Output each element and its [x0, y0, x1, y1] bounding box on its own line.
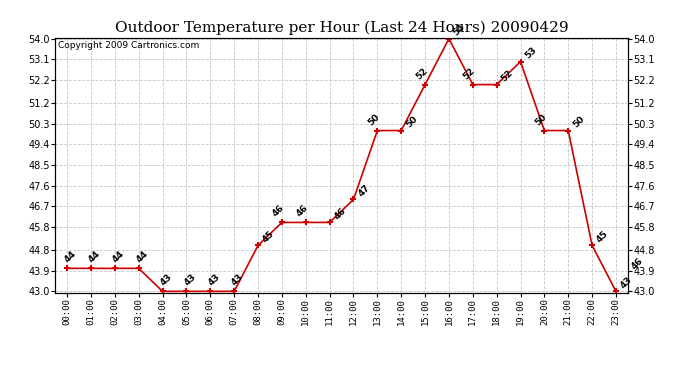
Text: 44: 44: [63, 249, 79, 265]
Text: 47: 47: [356, 183, 372, 199]
Text: 43: 43: [619, 275, 634, 291]
Text: 50: 50: [404, 115, 419, 130]
Text: 43: 43: [182, 273, 197, 288]
Text: 43: 43: [206, 273, 221, 288]
Text: Copyright 2009 Cartronics.com: Copyright 2009 Cartronics.com: [58, 41, 199, 50]
Text: 52: 52: [500, 69, 515, 84]
Text: 52: 52: [414, 66, 429, 81]
Text: 44: 44: [110, 249, 126, 265]
Text: 45: 45: [595, 230, 610, 244]
Text: 52: 52: [462, 66, 477, 81]
Text: 46: 46: [630, 256, 645, 271]
Text: 44: 44: [87, 249, 102, 265]
Text: 46: 46: [270, 204, 286, 219]
Text: 53: 53: [523, 46, 538, 61]
Text: 50: 50: [571, 115, 586, 130]
Text: 45: 45: [261, 230, 276, 244]
Text: 50: 50: [533, 112, 549, 127]
Title: Outdoor Temperature per Hour (Last 24 Hours) 20090429: Outdoor Temperature per Hour (Last 24 Ho…: [115, 21, 569, 35]
Text: 43: 43: [159, 273, 174, 288]
Text: 44: 44: [135, 249, 150, 265]
Text: 54: 54: [452, 22, 467, 38]
Text: 50: 50: [366, 112, 382, 127]
Text: 43: 43: [230, 273, 245, 288]
Text: 46: 46: [333, 206, 348, 222]
Text: 46: 46: [295, 204, 310, 219]
